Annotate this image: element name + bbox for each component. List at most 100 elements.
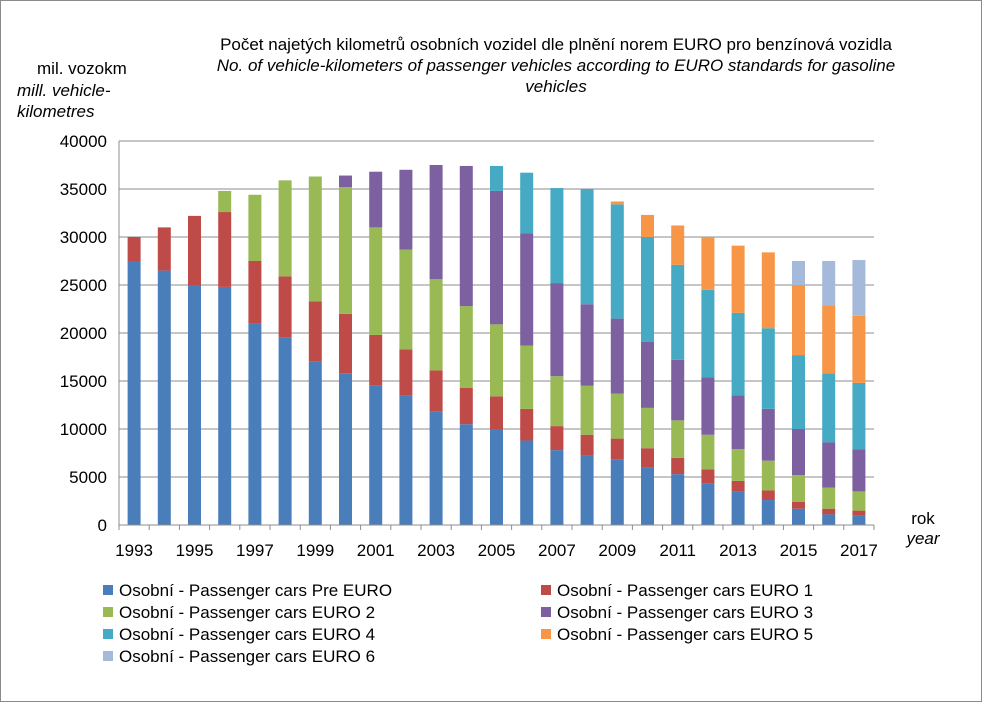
bar-1996-series-2 (218, 212, 232, 287)
bar-2006-series-5 (520, 172, 534, 234)
bar-1998-series-3 (278, 180, 292, 277)
bar-2017-series-2 (852, 510, 866, 516)
legend-label: Osobní - Passenger cars EURO 6 (119, 647, 376, 666)
bar-2013-series-6 (731, 245, 745, 313)
x-tick-label: 2007 (538, 541, 576, 560)
x-tick-label: 2001 (357, 541, 395, 560)
legend-item: Osobní - Passenger cars EURO 1 (541, 581, 813, 601)
bar-1997-series-2 (248, 261, 262, 324)
legend-swatch (103, 629, 113, 639)
bar-2003-series-1 (429, 411, 443, 525)
legend-label: Osobní - Passenger cars EURO 1 (557, 581, 814, 600)
legend-swatch (541, 629, 551, 639)
bar-2007-series-4 (550, 283, 564, 377)
bar-2006-series-4 (520, 233, 534, 346)
y-axis-label-en-continued: kilometres (17, 102, 95, 121)
legend-label: Osobní - Passenger cars EURO 2 (119, 603, 376, 622)
bar-1996-series-1 (218, 286, 232, 525)
bar-2012-series-3 (701, 434, 715, 470)
legend-label: Osobní - Passenger cars EURO 4 (119, 625, 376, 644)
bar-1999-series-1 (308, 361, 322, 525)
bar-2011-series-5 (671, 264, 685, 360)
x-axis-label-en: year (906, 529, 940, 548)
bar-2010-series-2 (641, 448, 654, 468)
bar-2015-series-5 (792, 355, 805, 429)
bar-1998-series-2 (278, 276, 292, 338)
bar-2011-series-4 (671, 359, 685, 421)
x-tick-label: 2009 (598, 541, 636, 560)
bar-2013-series-3 (731, 449, 745, 481)
legend-label: Osobní - Passenger cars EURO 3 (557, 603, 814, 622)
bar-2007-series-2 (550, 426, 564, 451)
bar-1998-series-1 (278, 337, 292, 525)
bar-2006-series-1 (520, 440, 534, 525)
legend-label: Osobní - Passenger cars Pre EURO (119, 581, 393, 600)
bar-2007-series-1 (550, 450, 564, 525)
legend-swatch (541, 585, 551, 595)
bar-2000-series-4 (339, 175, 352, 188)
x-tick-label: 1993 (115, 541, 153, 560)
legend-item: Osobní - Passenger cars EURO 6 (103, 647, 375, 667)
legend-swatch (103, 585, 113, 595)
axes: 0 5000 10000 15000 20000 25000 30000 35000 40000… (60, 132, 878, 560)
x-tick-label: 2015 (780, 541, 818, 560)
bar-2009-series-2 (610, 438, 624, 460)
bar-2002-series-1 (399, 395, 413, 525)
legend-item: Osobní - Passenger cars EURO 5 (541, 625, 813, 645)
y-tick-label: 20000 (60, 324, 107, 343)
bar-1996-series-3 (218, 190, 232, 213)
bar-2016-series-2 (822, 508, 836, 515)
bar-1995-series-2 (188, 215, 201, 285)
bar-2003-series-2 (429, 370, 443, 412)
x-tick-label: 2005 (478, 541, 516, 560)
bar-2016-series-4 (822, 442, 836, 488)
bar-2012-series-5 (701, 289, 715, 378)
bar-2013-series-5 (731, 312, 745, 396)
legend-label: Osobní - Passenger cars EURO 5 (557, 625, 814, 644)
bar-2001-series-2 (369, 334, 383, 386)
y-axis-label-cz: mil. vozokm (37, 59, 127, 78)
bar-2013-series-2 (731, 480, 745, 492)
bar-2015-series-4 (792, 429, 805, 476)
x-tick-label: 1995 (176, 541, 214, 560)
bar-2010-series-3 (641, 407, 654, 449)
bar-1999-series-3 (308, 176, 322, 302)
bar-2017-series-4 (852, 449, 866, 492)
bar-2010-series-6 (641, 214, 654, 237)
bar-2001-series-1 (369, 385, 383, 525)
bar-1993-series-2 (127, 237, 141, 261)
chart-title-en: No. of vehicle-kilometers of passenger v… (216, 56, 896, 75)
bar-1999-series-2 (308, 301, 322, 362)
bar-2005-series-1 (490, 429, 503, 525)
y-tick-label: 30000 (60, 228, 107, 247)
legend-item: Osobní - Passenger cars EURO 3 (541, 603, 813, 623)
bar-2005-series-2 (490, 396, 503, 429)
bar-2004-series-2 (459, 387, 473, 425)
bar-2004-series-1 (459, 424, 473, 525)
bar-2004-series-3 (459, 306, 473, 388)
bar-2011-series-2 (671, 457, 685, 475)
bar-2013-series-1 (731, 491, 745, 525)
bar-2004-series-4 (459, 165, 473, 307)
bar-2010-series-1 (641, 467, 654, 525)
x-tick-label: 1999 (296, 541, 334, 560)
bar-1994-series-1 (157, 270, 171, 525)
bar-2001-series-4 (369, 171, 383, 228)
bar-2009-series-4 (610, 318, 624, 394)
bar-2008-series-1 (580, 455, 594, 525)
bar-2009-series-3 (610, 393, 624, 439)
bar-2010-series-4 (641, 341, 654, 408)
bar-2005-series-5 (490, 165, 503, 191)
bar-2011-series-1 (671, 474, 685, 525)
bar-2005-series-3 (490, 324, 503, 397)
bar-2016-series-5 (822, 373, 836, 443)
bar-2008-series-3 (580, 385, 594, 435)
bar-2016-series-7 (822, 261, 836, 306)
bar-2006-series-2 (520, 408, 534, 441)
legend-swatch (103, 651, 113, 661)
legend-item: Osobní - Passenger cars Pre EURO (103, 581, 392, 601)
bar-2017-series-6 (852, 315, 866, 383)
bar-2005-series-4 (490, 190, 503, 325)
bar-2015-series-1 (792, 508, 805, 525)
